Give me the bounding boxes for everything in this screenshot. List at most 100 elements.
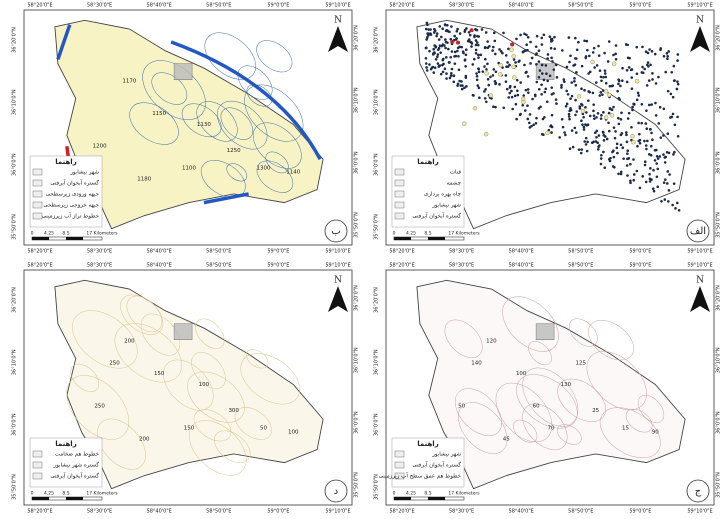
well [507,96,510,99]
longitude-label: 58°40'0"E [509,249,534,255]
well [515,103,518,106]
latitude-label: 36°20'0"N [354,285,360,311]
well [519,81,522,84]
well [575,110,578,113]
well [465,27,468,30]
contour-label: 50 [458,404,465,410]
well [493,40,496,43]
well [567,93,570,96]
well [522,50,525,53]
well [453,35,456,38]
well [667,90,670,93]
well [655,162,658,165]
well [505,80,508,83]
well [569,108,572,111]
well [587,72,590,75]
well [619,85,622,88]
well [526,118,529,121]
well [574,37,577,40]
well [568,113,571,116]
well [531,57,534,60]
well [502,32,505,35]
well [555,102,558,105]
well [581,104,584,107]
scale-label: 0 [393,231,396,237]
well [670,93,673,96]
well [659,49,662,52]
well [448,31,451,34]
well [450,74,453,77]
well [510,90,513,93]
well [603,139,606,142]
longitude-label: 58°30'0"E [87,3,112,9]
well [645,127,648,130]
scale-bar [66,497,83,500]
latitude-label: 36°20'0"N [374,27,380,53]
spring [450,40,454,44]
well [649,167,652,170]
well [632,179,635,182]
well [654,159,657,162]
well [433,52,436,55]
well [587,99,590,102]
legend-item: گستره شهر نیشابور [52,462,99,469]
well [524,109,527,112]
well [676,202,679,205]
qanat [577,94,581,98]
legend-swatch [33,202,42,208]
well [575,71,578,74]
longitude-label: 58°20'0"E [27,263,52,269]
well [461,88,464,91]
well [471,63,474,66]
well [656,168,659,171]
well [651,72,654,75]
well [442,71,445,74]
well [511,108,514,111]
longitude-label: 58°50'0"E [206,509,231,515]
well [478,87,481,90]
well [555,98,558,101]
well [428,50,431,53]
well [454,51,457,54]
well [541,43,544,46]
qanat [462,122,466,126]
well [446,29,449,32]
well [601,93,604,96]
well [539,69,542,72]
qanat [521,100,525,104]
well [637,94,640,97]
well [595,136,598,139]
well [550,47,553,50]
contour-label: 100 [516,371,527,377]
well [459,32,462,35]
well [529,62,532,65]
well [549,75,552,78]
well [605,82,608,85]
well [564,134,567,137]
well [592,140,595,143]
well [635,46,638,49]
well [609,85,612,88]
well [602,111,605,114]
legend-item: جبهه خروجی زیرسطحی [43,203,99,209]
well [626,152,629,155]
well [603,52,606,55]
well [663,156,666,159]
well [486,40,489,43]
well [458,68,461,71]
contour-label: 150 [184,425,195,431]
longitude-label: 58°40'0"E [509,263,534,269]
well [486,62,489,65]
well [575,84,578,87]
well [644,164,647,167]
longitude-label: 58°50'0"E [568,3,593,9]
contour-label: 120 [486,339,497,345]
legend-swatch [33,191,42,197]
well [425,38,428,41]
well [565,105,568,108]
well [667,50,670,53]
well [457,55,460,58]
panel-label: د [334,486,338,497]
well [650,132,653,135]
well [521,104,524,107]
